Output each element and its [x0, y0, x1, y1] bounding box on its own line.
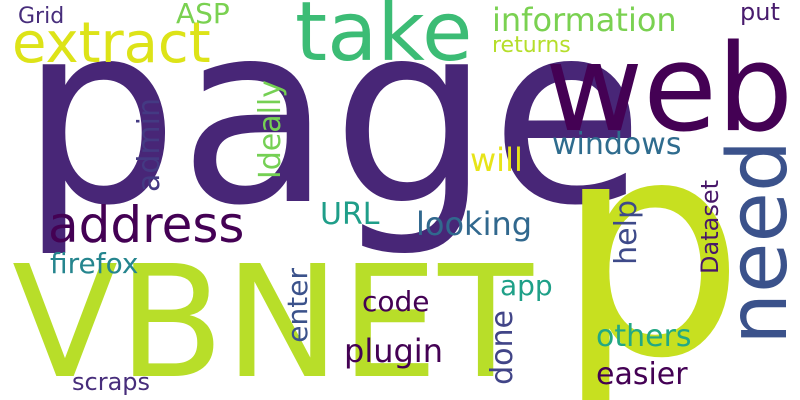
word-information: information [492, 1, 677, 39]
word-returns: returns [492, 33, 571, 58]
word-enter: enter [281, 268, 314, 343]
word-need: need [711, 140, 800, 345]
word-code: code [362, 285, 430, 318]
word-url: URL [320, 197, 380, 232]
word-app: app [500, 269, 553, 302]
word-scraps: scraps [72, 368, 151, 396]
word-easier: easier [596, 357, 688, 392]
word-dataset: Dataset [696, 180, 724, 274]
word-admin: admin [132, 98, 167, 192]
word-asp: ASP [176, 0, 230, 30]
word-help: help [609, 200, 644, 265]
word-others: others [596, 319, 692, 354]
word-take: take [295, 0, 473, 80]
word-windows: windows [552, 127, 682, 162]
word-plugin: plugin [344, 332, 443, 370]
word-looking: looking [416, 205, 533, 243]
word-p: p [555, 75, 746, 400]
word-firefox: firefox [50, 247, 139, 280]
word-page: page [20, 0, 645, 260]
word-put: put [740, 0, 780, 26]
word-will: will [470, 141, 523, 179]
word-vbnet: VBNET [12, 232, 533, 400]
word-ideally: Ideally [253, 80, 288, 180]
word-web: web [545, 20, 794, 159]
word-grid: Grid [18, 4, 65, 29]
word-extract: extract [12, 11, 211, 76]
word-address: address [48, 196, 245, 254]
word-done: done [485, 310, 520, 385]
